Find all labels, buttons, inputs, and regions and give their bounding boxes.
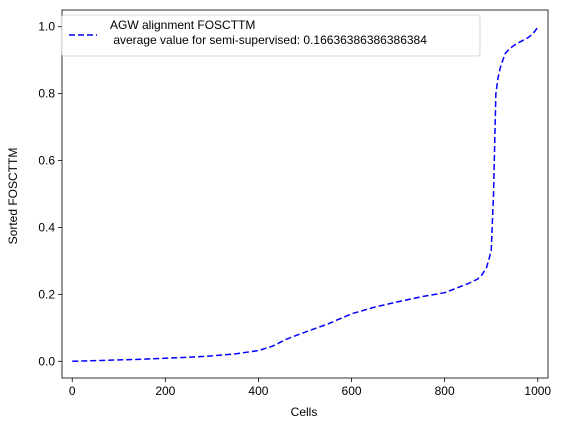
legend-text-line: average value for semi-supervised: 0.166…: [110, 33, 427, 47]
y-axis-label: Sorted FOSCTTM: [6, 148, 20, 245]
y-tick-label: 0.6: [38, 154, 55, 168]
plot-frame: [61, 9, 549, 379]
y-tick-label: 0.8: [38, 87, 55, 101]
legend: AGW alignment FOSCTTM average value for …: [61, 14, 481, 57]
x-tick-label: 600: [342, 384, 362, 398]
x-tick-label: 200: [155, 384, 175, 398]
series-line-0: [72, 26, 539, 363]
x-axis-label: Cells: [291, 405, 318, 419]
x-tick-label: 400: [248, 384, 268, 398]
x-tick-label: 1000: [524, 384, 551, 398]
x-tick-label: 0: [69, 384, 76, 398]
y-tick-label: 0.2: [38, 287, 55, 301]
legend-entry-label: AGW alignment FOSCTTM average value for …: [110, 18, 427, 47]
x-tick-label: 800: [435, 384, 455, 398]
lines-layer: [72, 26, 539, 363]
legend-box: [61, 14, 481, 57]
y-tick-label: 0.4: [38, 220, 55, 234]
ticks-layer: 0 200 400 600 800 1000 0.0 0.2 0.4 0.6 0.8 1.0: [38, 20, 551, 398]
y-tick-label: 0.0: [38, 354, 55, 368]
legend-text-line: AGW alignment FOSCTTM: [110, 18, 255, 32]
y-tick-label: 1.0: [38, 20, 55, 34]
